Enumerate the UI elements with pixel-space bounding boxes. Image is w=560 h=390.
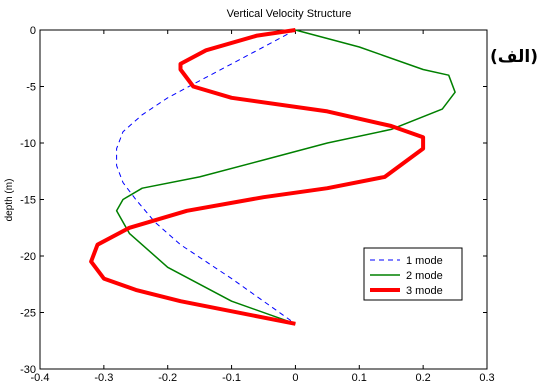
y-tick-label-6: -30 — [20, 364, 36, 376]
y-tick-label-5: -25 — [20, 308, 36, 320]
series-line-3 — [89, 28, 426, 326]
legend-label-3: 3 mode — [406, 285, 443, 297]
plot-area: -0.4 -0.3 -0.2 -0.1 0 0.1 0.2 0.3 0 -5 -10 -15 -20 -2… — [20, 25, 495, 384]
x-tick-label-7: 0.3 — [479, 372, 494, 384]
legend-label-1: 1 mode — [406, 255, 443, 267]
y-tick-label-4: -20 — [20, 251, 36, 263]
panel-annotation: (الف) — [490, 47, 538, 67]
x-tick-label-5: 0.1 — [352, 372, 367, 384]
y-tick-label-3: -15 — [20, 195, 36, 207]
series-line-1 — [116, 29, 296, 325]
x-tick-label-6: 0.2 — [415, 372, 430, 384]
y-tick-label-2: -10 — [20, 138, 36, 150]
y-axis-label: depth (m) — [4, 179, 15, 222]
x-tick-label-4: 0 — [292, 372, 298, 384]
x-tick-label-2: -0.2 — [158, 372, 177, 384]
x-tick-label-1: -0.3 — [94, 372, 113, 384]
y-tick-label-0: 0 — [30, 25, 36, 37]
y-tick-label-1: -5 — [26, 82, 36, 94]
chart-title: Vertical Velocity Structure — [227, 8, 352, 20]
x-tick-label-3: -0.1 — [222, 372, 241, 384]
legend-label-2: 2 mode — [406, 270, 443, 282]
x-tick-label-0: -0.4 — [31, 372, 50, 384]
series-line-2 — [115, 29, 456, 325]
legend: 1 mode 2 mode 3 mode — [363, 247, 463, 301]
